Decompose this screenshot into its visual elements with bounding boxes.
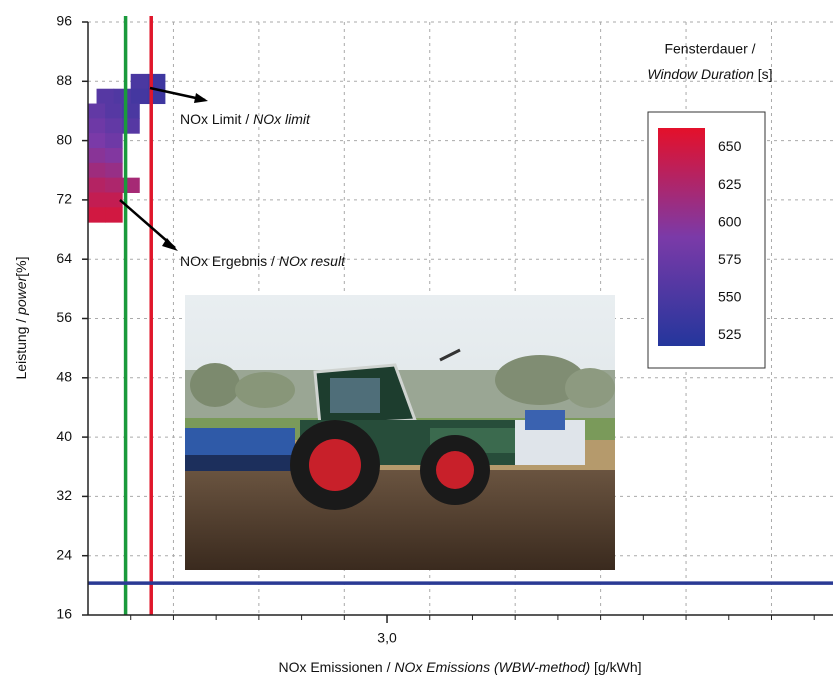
colorbar-title-text: Window Duration (647, 66, 754, 82)
heat-cell (105, 207, 123, 222)
colorbar-tick-label: 650 (718, 138, 742, 154)
annotation-text: NOx result (279, 253, 346, 269)
heat-cell (105, 104, 123, 119)
heat-cell (105, 118, 123, 133)
y-label-text: [%] (13, 257, 29, 277)
heat-cell (88, 104, 106, 119)
y-label-text: power (13, 275, 29, 315)
colorbar-title-text: [s] (754, 66, 773, 82)
x-label-text: NOx Emissionen / (278, 659, 394, 675)
page: 16 24 32 40 48 56 64 72 80 88 96 3,0 NOx Limit / NO… (0, 0, 833, 684)
y-tick-label: 48 (56, 369, 72, 385)
y-tick-label: 96 (56, 13, 72, 29)
heat-cell (88, 207, 106, 222)
y-tick-label: 64 (56, 250, 72, 266)
colorbar-tick-label: 550 (718, 289, 742, 305)
colorbar-gradient (658, 128, 705, 346)
heat-cell (88, 148, 106, 163)
y-label-text: Leistung / (13, 315, 29, 380)
y-tick-label: 80 (56, 131, 72, 147)
heat-cell (88, 178, 106, 193)
colorbar-tick-label: 575 (718, 251, 742, 267)
arrow-head (194, 93, 208, 103)
colorbar-tick-label: 625 (718, 176, 742, 192)
heat-cell (105, 133, 123, 148)
heat-cell (131, 74, 149, 89)
colorbar-tick-label: 600 (718, 213, 742, 229)
y-tick-label: 32 (56, 487, 72, 503)
y-tick-label: 40 (56, 428, 72, 444)
annotation-text: NOx Ergebnis / (180, 253, 279, 269)
heat-cell (105, 163, 123, 178)
annotation-text: NOx Limit / (180, 111, 253, 127)
heat-cell (88, 163, 106, 178)
heat-cell (88, 192, 106, 207)
colorbar-tick-label: 525 (718, 326, 742, 342)
y-tick-label: 56 (56, 309, 72, 325)
heat-cell (114, 89, 132, 104)
annotation: NOx Limit / NOx limit (180, 111, 311, 127)
heat-cell (105, 178, 123, 193)
heat-cell (105, 148, 123, 163)
colorbar-title: Window Duration [s] (647, 66, 772, 82)
heat-cell (97, 89, 115, 104)
heat-cell (131, 89, 149, 104)
y-tick-label: 72 (56, 191, 72, 207)
y-axis-label: Leistung / power[%] (13, 257, 29, 380)
tractor-photo (185, 295, 615, 570)
heat-cell (88, 118, 106, 133)
chart: 16 24 32 40 48 56 64 72 80 88 96 3,0 NOx Limit / NO… (0, 0, 833, 684)
annotation-text: NOx limit (253, 111, 311, 127)
y-tick-label: 24 (56, 546, 72, 562)
colorbar-title: Fensterdauer / (664, 41, 755, 57)
y-tick-label: 16 (56, 606, 72, 622)
annotation: NOx Ergebnis / NOx result (180, 253, 346, 269)
x-axis-label: NOx Emissionen / NOx Emissions (WBW-meth… (278, 659, 641, 675)
y-tick-label: 88 (56, 72, 72, 88)
x-label-text: [g/kWh] (590, 659, 641, 675)
x-tick-label: 3,0 (377, 630, 397, 646)
heat-cell (88, 133, 106, 148)
x-label-text: NOx Emissions (WBW-method) (394, 659, 590, 675)
